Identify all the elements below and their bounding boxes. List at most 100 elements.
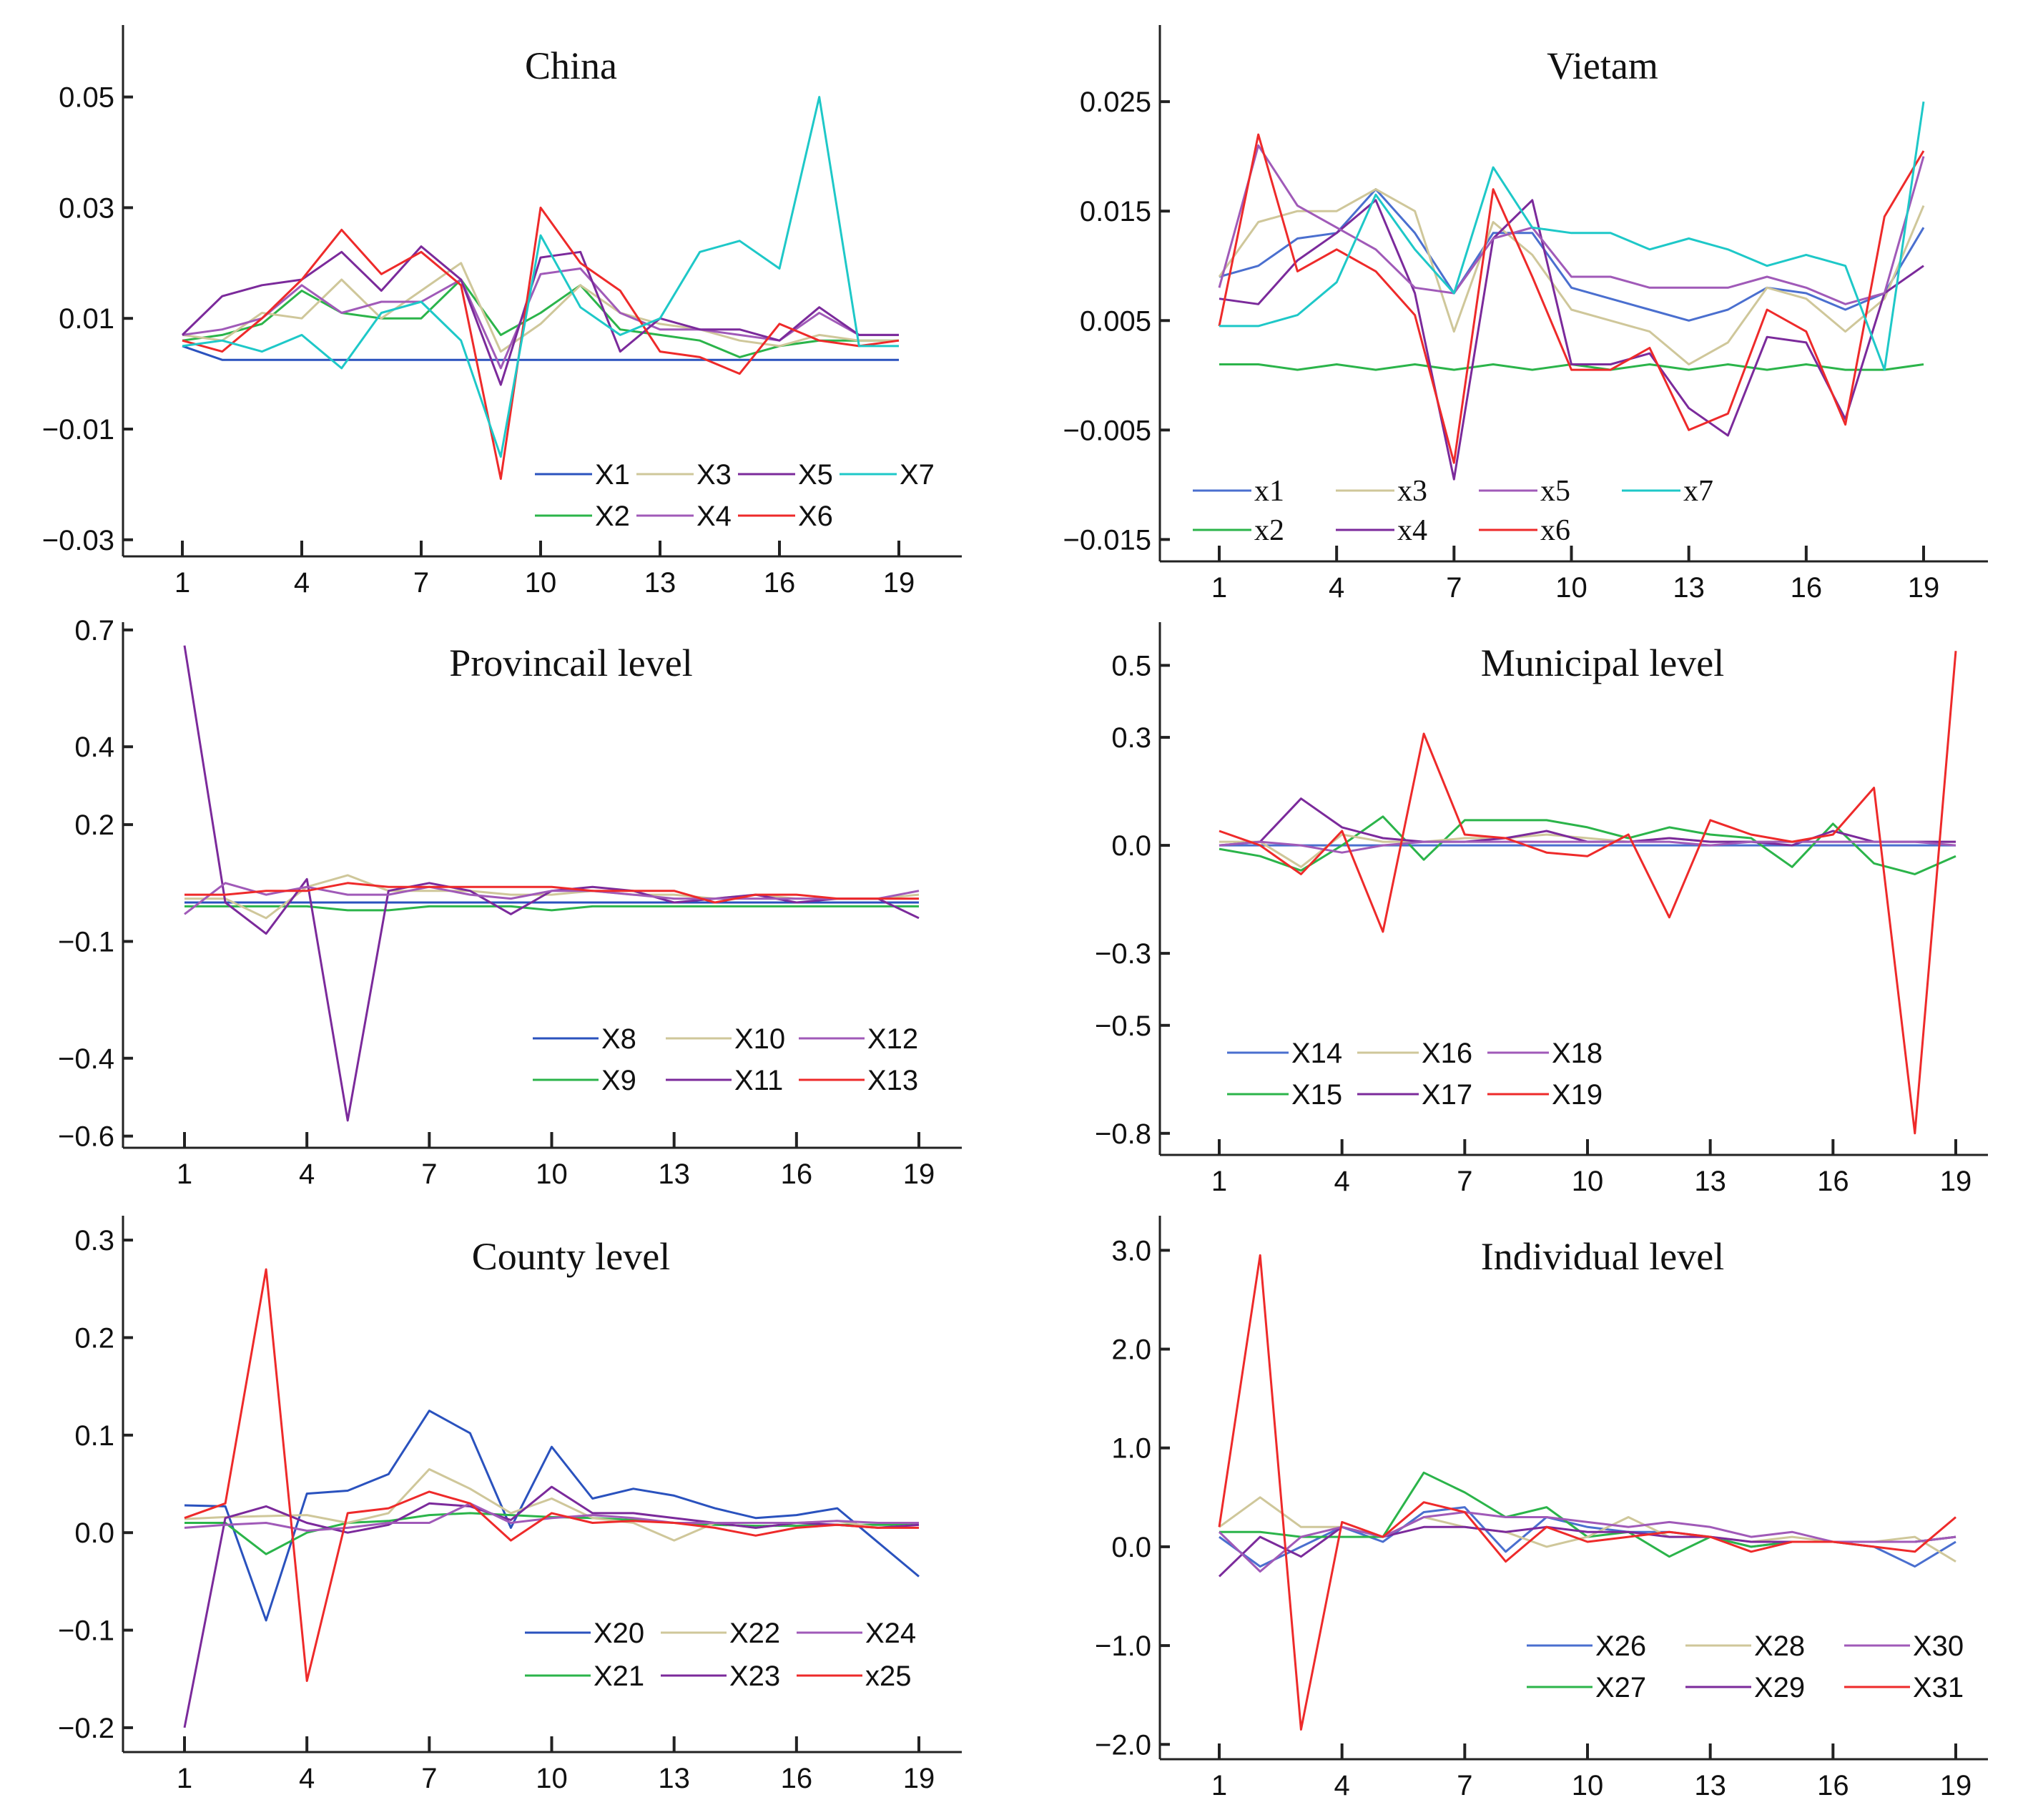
x-tick-label: 4 [1334,1166,1350,1197]
y-tick-label: −0.015 [1063,524,1151,556]
x-tick-label: 13 [658,1159,690,1190]
legend-label: X24 [865,1618,916,1649]
x-tick-label: 13 [1673,572,1705,604]
y-tick-label: 0.2 [74,1322,114,1354]
y-tick-label: 2.0 [1111,1334,1151,1366]
y-tick-label: 0.1 [74,1420,114,1452]
chart-panel: County level 0.3 0.2 0.1 0.0 −0.1 −0.2 1 4 7 10 13 1… [58,1216,962,1794]
legend-label: x2 [1254,514,1284,547]
legend-label: X1 [595,459,630,491]
y-tick-label: 0.2 [74,810,114,841]
x-tick-label: 19 [1908,572,1940,604]
y-tick-label: 0.0 [74,1518,114,1549]
legend-label: X19 [1552,1079,1603,1111]
legend-label: X28 [1754,1630,1805,1662]
x-tick-label: 13 [644,567,676,599]
x-tick-label: 1 [174,567,190,599]
x-tick-label: 7 [413,567,429,599]
y-tick-label: −0.5 [1095,1010,1151,1042]
series-line-x13 [184,882,919,904]
legend-label: X15 [1291,1079,1342,1111]
y-tick-label: 0.5 [1111,650,1151,682]
series-line-x15 [1219,815,1956,875]
y-tick-label: 0.3 [1111,722,1151,754]
x-tick-label: 1 [1211,572,1227,604]
x-tick-label: 16 [764,567,796,599]
y-tick-label: −0.8 [1095,1118,1151,1150]
x-tick-label: 1 [1211,1166,1227,1197]
y-tick-label: 0.0 [1111,1532,1151,1563]
series-line-x24 [184,1502,919,1532]
legend-label: X9 [601,1065,636,1096]
legend-label: x7 [1683,475,1713,508]
chart-panel: Provincail level 0.7 0.4 0.2 −0.1 −0.4 −0.6 1 4 7… [58,615,962,1190]
x-tick-label: 10 [1555,572,1587,604]
legend-label: X10 [734,1023,785,1055]
y-tick-label: 0.03 [59,192,114,224]
legend-label: X5 [798,459,833,491]
chart-title: Municipal level [1481,641,1724,684]
chart-title: China [525,44,617,87]
x-tick-label: 10 [1572,1770,1604,1801]
legend-label: X4 [696,501,732,532]
legend-label: x5 [1540,475,1570,508]
y-tick-label: 0.025 [1080,87,1151,118]
legend-label: x6 [1540,514,1570,547]
y-tick-label: 0.7 [74,615,114,646]
legend-label: X13 [867,1065,918,1096]
legend-label: X20 [594,1618,644,1649]
y-tick-label: 0.015 [1080,196,1151,227]
x-tick-label: 19 [1940,1166,1972,1197]
x-tick-label: 16 [781,1159,813,1190]
x-tick-label: 1 [177,1159,192,1190]
y-tick-label: 3.0 [1111,1235,1151,1266]
x-tick-label: 7 [421,1763,437,1794]
y-tick-label: −0.2 [58,1713,114,1744]
legend-label: X26 [1595,1630,1646,1662]
legend: X26 X27 X28 X29 X30 X31 [1527,1630,1964,1703]
chart-panel: Individual level 3.0 2.0 1.0 0.0 −1.0 −2.0 1 4 7 1… [1095,1216,1988,1801]
legend-label: X23 [729,1661,780,1692]
legend: X8 X9 X10 X11 X12 X13 [533,1023,918,1096]
x-tick-label: 10 [536,1159,568,1190]
series-line-x3 [182,262,899,353]
x-tick-label: 1 [1211,1770,1227,1801]
legend-label: X6 [798,501,833,532]
x-tick-label: 4 [1329,572,1344,604]
series-line-x7 [182,96,899,458]
y-tick-label: −1.0 [1095,1630,1151,1662]
legend-label: X14 [1291,1038,1342,1069]
y-tick-label: 0.4 [74,732,114,763]
x-tick-label: 13 [1694,1166,1726,1197]
legend-label: X18 [1552,1038,1603,1069]
series-line-x25 [184,1268,919,1682]
y-tick-label: 1.0 [1111,1433,1151,1465]
x-tick-label: 1 [177,1763,192,1794]
x-tick-label: 13 [1694,1770,1726,1801]
legend-label: X12 [867,1023,918,1055]
x-tick-label: 4 [294,567,310,599]
legend-label: x1 [1254,475,1284,508]
series-line-x19 [1219,651,1957,1135]
x-tick-label: 4 [1334,1770,1350,1801]
series-line-x5 [1218,144,1925,305]
legend-label: X27 [1595,1672,1646,1703]
y-tick-label: −0.3 [1095,938,1151,970]
series-line-x18 [1219,840,1956,854]
y-tick-label: −0.005 [1063,415,1151,446]
y-tick-label: −0.03 [42,525,114,556]
legend: x1 x2 x3 x4 x5 x6 x7 [1193,475,1713,547]
x-tick-label: 19 [903,1159,935,1190]
x-tick-label: 19 [883,567,915,599]
y-tick-label: 0.05 [59,82,114,114]
chart-panel: China 0.05 0.03 0.01 −0.01 −0.03 1 4 7 10 13 16 19 X1… [42,25,962,599]
legend-label: X31 [1913,1672,1964,1703]
legend-label: X29 [1754,1672,1805,1703]
legend-label: X2 [595,501,630,532]
y-tick-label: −0.1 [58,1615,114,1647]
x-tick-label: 19 [1940,1770,1972,1801]
legend-label: X8 [601,1023,636,1055]
x-tick-label: 7 [421,1159,437,1190]
legend: X20 X21 X22 X23 X24 x25 [525,1618,916,1692]
